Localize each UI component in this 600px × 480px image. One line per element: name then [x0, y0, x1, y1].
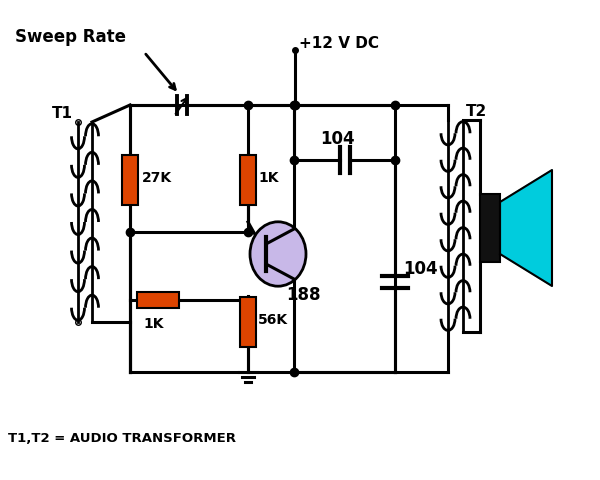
Text: 104: 104: [320, 130, 355, 148]
Text: 27K: 27K: [142, 171, 172, 185]
Polygon shape: [500, 170, 552, 286]
Text: 1K: 1K: [143, 317, 163, 331]
Text: 1K: 1K: [258, 171, 278, 185]
Ellipse shape: [250, 222, 306, 286]
Bar: [480, 194, 500, 262]
Bar: [240, 297, 256, 347]
Text: 104: 104: [403, 260, 437, 278]
Text: T1: T1: [52, 106, 73, 121]
Bar: [240, 155, 256, 205]
Text: Sweep Rate: Sweep Rate: [15, 28, 126, 46]
Text: 56K: 56K: [258, 313, 288, 327]
Text: T2: T2: [466, 104, 487, 119]
Text: 188: 188: [286, 286, 320, 304]
Bar: [122, 155, 138, 205]
Text: T1,T2 = AUDIO TRANSFORMER: T1,T2 = AUDIO TRANSFORMER: [8, 432, 236, 445]
Bar: [137, 292, 179, 308]
Text: +12 V DC: +12 V DC: [299, 36, 379, 51]
